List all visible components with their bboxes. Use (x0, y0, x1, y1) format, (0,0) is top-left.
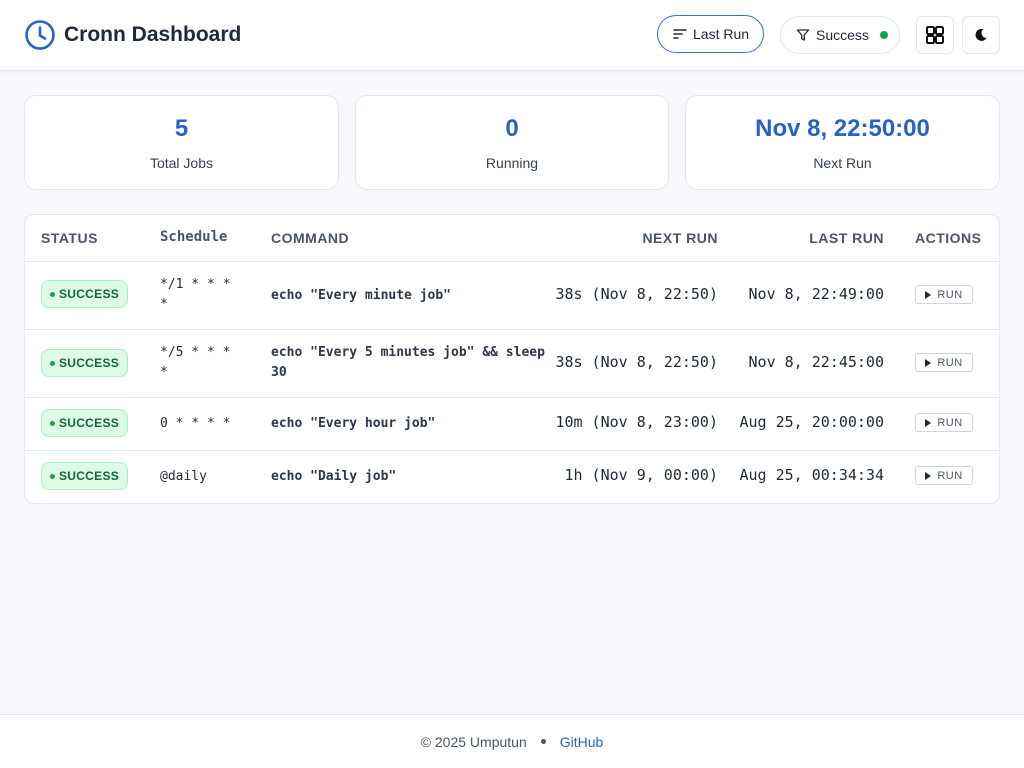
stat-label: Running (485, 155, 539, 171)
run-button[interactable]: RUN (915, 285, 973, 304)
schedule-cell: */5 * * * * (160, 345, 231, 380)
grid-icon (926, 26, 944, 44)
run-label: RUN (937, 356, 963, 369)
brand: Cronn Dashboard (24, 19, 241, 51)
table-row: SUCCESS */1 * * * * echo "Every minute j… (25, 262, 999, 330)
stat-label: Next Run (813, 155, 872, 171)
filter-label: Success (816, 27, 869, 43)
run-label: RUN (937, 416, 963, 429)
table-row: SUCCESS @daily echo "Daily job" 1h (Nov … (25, 451, 999, 503)
status-text: SUCCESS (58, 469, 120, 483)
sort-label: Last Run (693, 26, 750, 42)
moon-icon (975, 28, 987, 41)
column-header-actions: Actions (915, 230, 982, 246)
sort-icon (673, 29, 687, 39)
play-icon (925, 358, 932, 367)
status-filter-button[interactable]: Success (780, 16, 900, 54)
jobs-table: Status Schedule Command Next Run Last Ru… (24, 214, 1000, 504)
clock-icon (25, 20, 55, 50)
stat-value: Nov 8, 22:50:00 (755, 115, 930, 142)
sort-button[interactable]: Last Run (657, 15, 764, 53)
last-run-cell: Aug 25, 20:00:00 (739, 413, 885, 431)
schedule-cell: @daily (160, 469, 207, 484)
status-badge: SUCCESS (41, 280, 128, 308)
github-link[interactable]: GitHub (559, 733, 604, 750)
table-header: Status Schedule Command Next Run Last Ru… (25, 215, 999, 262)
status-text: SUCCESS (58, 356, 120, 370)
next-run-cell: 38s (Nov 8, 22:50) (555, 353, 718, 371)
command-cell: echo "Daily job" (271, 469, 397, 484)
stat-card-next-run: Nov 8, 22:50:00 Next Run (685, 95, 1000, 190)
stat-value: 5 (174, 115, 189, 142)
next-run-cell: 10m (Nov 8, 23:00) (555, 413, 718, 431)
column-header-schedule[interactable]: Schedule (160, 229, 228, 245)
stat-card-total-jobs: 5 Total Jobs (24, 95, 339, 190)
table-row: SUCCESS 0 * * * * echo "Every hour job" … (25, 398, 999, 451)
command-cell: echo "Every hour job" (271, 416, 436, 431)
last-run-cell: Nov 8, 22:49:00 (748, 285, 884, 303)
theme-toggle-button[interactable] (962, 16, 1000, 54)
run-label: RUN (937, 469, 963, 482)
play-icon (925, 290, 932, 299)
footer-separator (540, 739, 546, 744)
stat-value: 0 (505, 115, 519, 142)
next-run-cell: 38s (Nov 8, 22:50) (555, 285, 718, 303)
footer: © 2025 Umputun GitHub (0, 714, 1024, 768)
schedule-cell: */1 * * * * (160, 277, 231, 312)
stat-card-running: 0 Running (355, 95, 669, 190)
status-badge: SUCCESS (41, 409, 128, 437)
app-title: Cronn Dashboard (64, 23, 242, 46)
play-icon (925, 471, 932, 480)
command-cell: echo "Every minute job" (271, 288, 452, 303)
command-cell: echo "Every 5 minutes job" && sleep 30 (271, 345, 545, 380)
column-header-next-run[interactable]: Next Run (642, 230, 718, 246)
run-button[interactable]: RUN (915, 466, 973, 485)
status-text: SUCCESS (58, 416, 120, 430)
column-header-status[interactable]: Status (41, 230, 98, 246)
column-header-last-run[interactable]: Last Run (809, 230, 884, 246)
filter-icon (796, 29, 810, 41)
run-button[interactable]: RUN (915, 413, 973, 432)
last-run-cell: Nov 8, 22:45:00 (748, 353, 884, 371)
next-run-cell: 1h (Nov 9, 00:00) (564, 466, 718, 484)
run-label: RUN (937, 288, 963, 301)
play-icon (925, 418, 932, 427)
status-text: SUCCESS (58, 287, 120, 301)
stat-label: Total Jobs (149, 155, 214, 171)
last-run-cell: Aug 25, 00:34:34 (739, 466, 885, 484)
table-row: SUCCESS */5 * * * * echo "Every 5 minute… (25, 330, 999, 398)
view-toggle-button[interactable] (916, 16, 954, 54)
status-badge: SUCCESS (41, 349, 128, 377)
copyright-text: © 2025 Umputun (420, 733, 527, 750)
run-button[interactable]: RUN (915, 353, 973, 372)
status-badge: SUCCESS (41, 462, 128, 490)
schedule-cell: 0 * * * * (160, 416, 231, 431)
success-dot (879, 31, 888, 39)
app-header: Cronn Dashboard Last Run Success (0, 0, 1024, 71)
column-header-command[interactable]: Command (271, 230, 350, 246)
